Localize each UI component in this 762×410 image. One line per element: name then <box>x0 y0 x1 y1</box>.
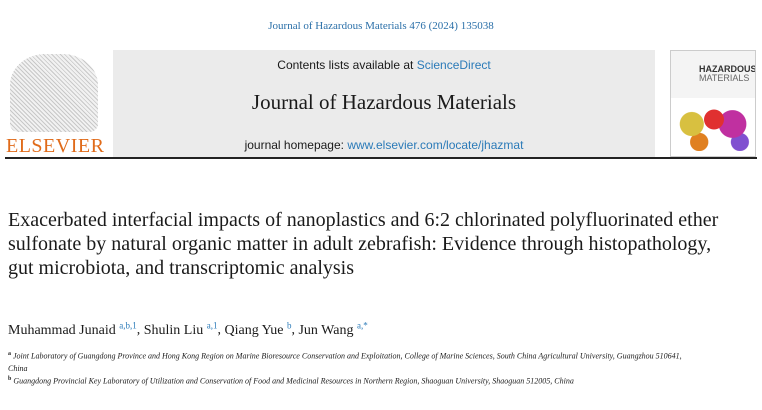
homepage-link[interactable]: www.elsevier.com/locate/jhazmat <box>347 138 524 152</box>
cover-title: HAZARDOUS MATERIALS <box>699 64 756 83</box>
author-affiliation-link[interactable]: b <box>286 320 292 330</box>
author[interactable]: Qiang Yue b <box>224 320 292 338</box>
author-name: Shulin Liu <box>143 322 204 338</box>
author[interactable]: Shulin Liu a,1 <box>143 320 218 338</box>
author[interactable]: Jun Wang a,* <box>298 320 368 338</box>
citation[interactable]: Journal of Hazardous Materials 476 (2024… <box>268 20 494 32</box>
homepage-prefix: journal homepage: <box>244 138 348 152</box>
affiliation: a Joint Laboratory of Guangdong Province… <box>8 348 688 375</box>
affiliation-text: Joint Laboratory of Guangdong Province a… <box>8 351 682 373</box>
author-name: Muhammad Junaid <box>8 322 116 338</box>
journal-header: Contents lists available at ScienceDirec… <box>113 50 655 157</box>
affiliation: b Guangdong Provincial Key Laboratory of… <box>8 373 688 388</box>
author-list: Muhammad Junaid a,b,1, Shulin Liu a,1, Q… <box>8 320 368 338</box>
divider <box>5 157 757 159</box>
author-affiliation-link[interactable]: a,b,1 <box>119 320 137 330</box>
homepage-line: journal homepage: www.elsevier.com/locat… <box>113 138 655 152</box>
article-title: Exacerbated interfacial impacts of nanop… <box>8 209 719 279</box>
world-map-image <box>677 106 751 151</box>
author[interactable]: Muhammad Junaid a,b,1 <box>8 320 137 338</box>
author-name: Qiang Yue <box>224 322 284 338</box>
tree-logo-icon <box>10 54 98 132</box>
journal-title: Journal of Hazardous Materials <box>251 90 517 114</box>
affiliation-key: a <box>8 351 11 357</box>
author-name: Jun Wang <box>298 322 354 338</box>
contents-line: Contents lists available at ScienceDirec… <box>113 58 655 72</box>
journal-cover[interactable]: HAZARDOUS MATERIALS <box>670 50 756 157</box>
sciencedirect-link[interactable]: ScienceDirect <box>416 58 491 72</box>
affiliation-text: Guangdong Provincial Key Laboratory of U… <box>13 376 574 386</box>
author-affiliation-link[interactable]: a,* <box>356 320 368 330</box>
contents-prefix: Contents lists available at <box>277 58 417 72</box>
elsevier-logo[interactable]: ELSEVIER <box>6 52 104 158</box>
author-affiliation-link[interactable]: a,1 <box>206 320 218 330</box>
publisher-logo-text: ELSEVIER <box>6 135 105 157</box>
affiliation-key: b <box>8 376 12 382</box>
